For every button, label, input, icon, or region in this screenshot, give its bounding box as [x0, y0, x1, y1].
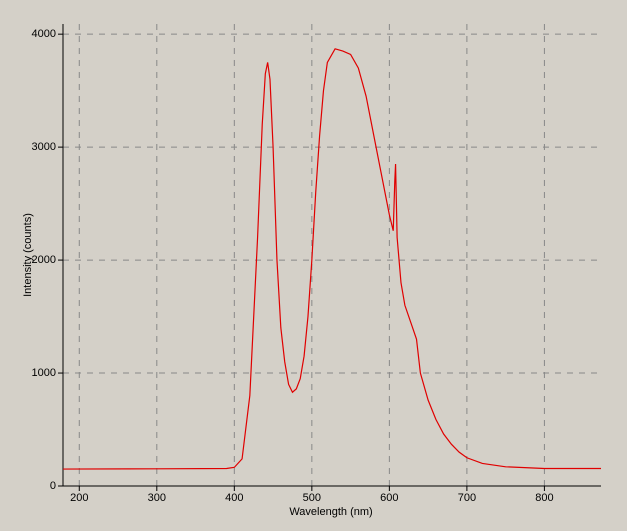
x-tick-label: 600 [380, 492, 398, 504]
y-tick-label: 2000 [32, 254, 56, 266]
x-tick-label: 700 [458, 492, 476, 504]
y-tick-label: 1000 [32, 367, 56, 379]
x-tick-label: 400 [225, 492, 243, 504]
x-tick-label: 800 [535, 492, 553, 504]
y-axis-label: Intensity (counts) [22, 213, 34, 297]
x-axis-label: Wavelength (nm) [289, 506, 372, 518]
x-tick-label: 200 [70, 492, 88, 504]
y-tick-label: 4000 [32, 28, 56, 40]
y-tick-label: 3000 [32, 141, 56, 153]
y-tick-label: 0 [50, 480, 56, 492]
spectrum-line [62, 48, 601, 470]
x-tick-label: 500 [303, 492, 321, 504]
x-tick-label: 300 [148, 492, 166, 504]
